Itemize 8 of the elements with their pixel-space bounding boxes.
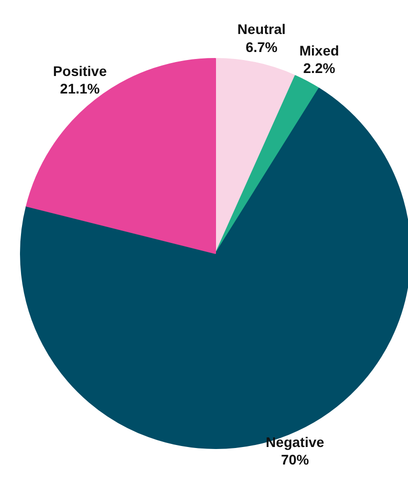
data-label: 21.1% xyxy=(60,80,100,97)
slice-label: Neutral xyxy=(237,21,286,38)
data-label: 6.7% xyxy=(246,38,278,55)
slice-label: Mixed xyxy=(299,42,340,58)
slice-label: Positive xyxy=(53,63,107,80)
data-label: 2.2% xyxy=(303,60,336,76)
data-label: 70% xyxy=(280,451,310,468)
slice-label: Negative xyxy=(266,434,324,450)
